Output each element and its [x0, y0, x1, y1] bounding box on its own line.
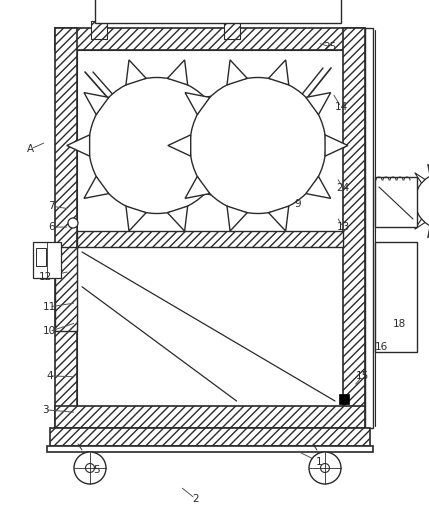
Text: 5: 5: [93, 465, 100, 475]
Polygon shape: [167, 60, 187, 85]
Circle shape: [85, 464, 94, 472]
Circle shape: [320, 464, 329, 472]
Bar: [224, 21, 240, 39]
Text: 3: 3: [42, 405, 48, 415]
Text: 18: 18: [393, 318, 405, 329]
Polygon shape: [224, 135, 247, 156]
Polygon shape: [168, 135, 191, 156]
Bar: [343, 28, 365, 428]
Circle shape: [74, 452, 106, 484]
Text: 6: 6: [48, 222, 55, 232]
Bar: [33, 242, 61, 278]
Polygon shape: [227, 206, 247, 231]
Bar: [95, 0, 341, 23]
Polygon shape: [205, 92, 230, 115]
Bar: [375, 242, 417, 352]
Bar: [47, 446, 373, 452]
Polygon shape: [167, 206, 187, 231]
Bar: [365, 28, 373, 428]
Polygon shape: [205, 176, 230, 198]
Text: 16: 16: [375, 342, 388, 352]
Text: 10: 10: [43, 326, 56, 337]
Text: 1: 1: [316, 457, 323, 467]
Text: 12: 12: [39, 271, 51, 282]
Bar: [77, 50, 343, 406]
Bar: [55, 247, 77, 331]
Bar: [55, 28, 77, 428]
Bar: [77, 231, 343, 247]
Polygon shape: [406, 186, 418, 193]
Text: A: A: [27, 144, 34, 154]
Polygon shape: [306, 92, 331, 115]
Polygon shape: [415, 173, 425, 183]
Polygon shape: [428, 226, 429, 238]
Circle shape: [415, 173, 429, 229]
Polygon shape: [126, 206, 146, 231]
Text: 13: 13: [337, 222, 350, 232]
Bar: [339, 394, 349, 404]
Polygon shape: [403, 198, 415, 204]
Text: 11: 11: [43, 302, 56, 312]
Circle shape: [190, 77, 326, 213]
Bar: [36, 248, 46, 266]
Text: 4: 4: [46, 371, 53, 381]
Bar: [55, 28, 365, 50]
Polygon shape: [269, 206, 289, 231]
Circle shape: [68, 218, 78, 228]
Polygon shape: [406, 209, 418, 216]
Polygon shape: [84, 176, 109, 198]
Bar: [55, 406, 365, 428]
Text: 14: 14: [335, 102, 347, 112]
Polygon shape: [428, 164, 429, 176]
Text: 9: 9: [295, 198, 302, 209]
Polygon shape: [306, 176, 331, 198]
Polygon shape: [185, 92, 210, 115]
Polygon shape: [269, 60, 289, 85]
Circle shape: [309, 452, 341, 484]
Text: 25: 25: [324, 42, 337, 52]
Polygon shape: [325, 135, 348, 156]
Text: 24: 24: [337, 183, 350, 193]
Text: 2: 2: [192, 493, 199, 504]
Polygon shape: [126, 60, 146, 85]
Polygon shape: [227, 60, 247, 85]
Polygon shape: [185, 176, 210, 198]
Bar: [91, 21, 107, 39]
Text: 15: 15: [356, 371, 369, 381]
Polygon shape: [67, 135, 90, 156]
Bar: [375, 177, 417, 227]
Text: 7: 7: [48, 201, 55, 211]
Circle shape: [89, 77, 225, 213]
Polygon shape: [84, 92, 109, 115]
Bar: [50, 428, 370, 446]
Polygon shape: [415, 219, 425, 229]
